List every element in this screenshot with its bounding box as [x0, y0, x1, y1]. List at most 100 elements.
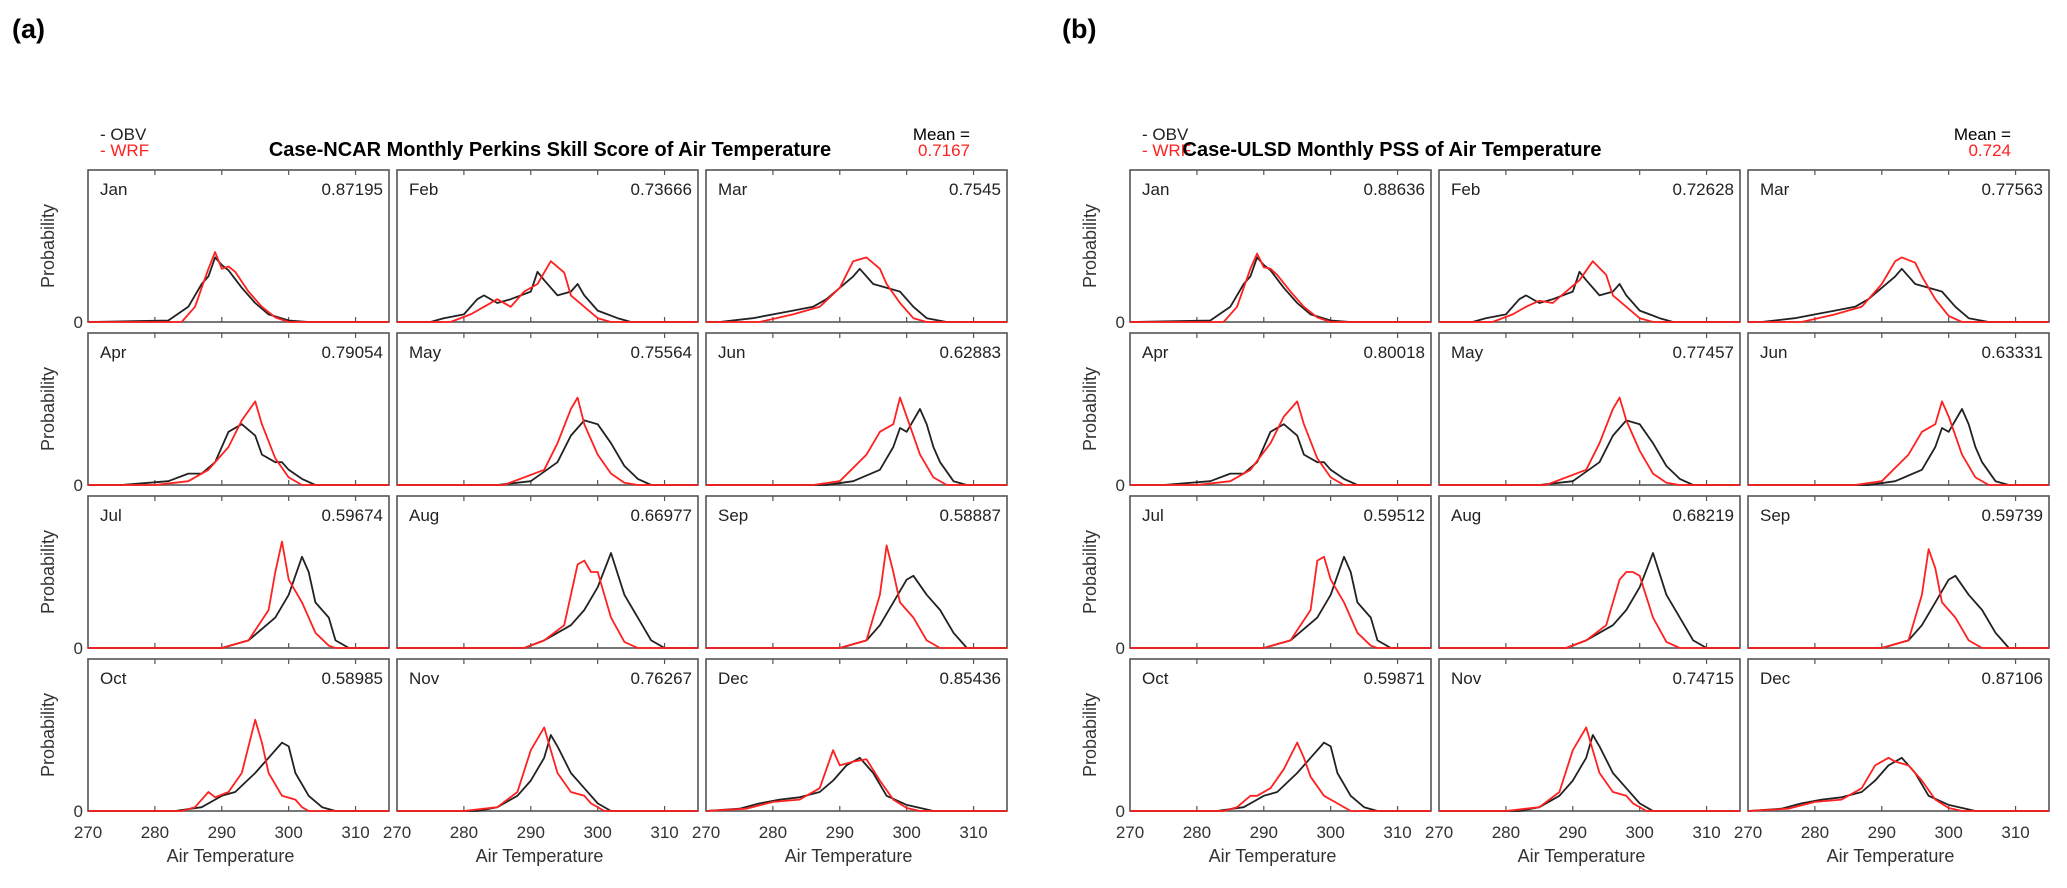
- month-label: Apr: [100, 343, 127, 362]
- y-axis-label: Probability: [38, 693, 58, 777]
- series-wrf-line: [1439, 396, 1740, 486]
- skill-score: 0.68219: [1673, 506, 1734, 525]
- skill-score: 0.59512: [1364, 506, 1425, 525]
- y-axis-label: Probability: [38, 530, 58, 614]
- x-axis-label: Air Temperature: [476, 846, 604, 866]
- y-axis-label: Probability: [1080, 367, 1100, 451]
- series-obv-line: [397, 419, 698, 486]
- subplot-frame: [396, 332, 699, 486]
- subplot-frame: [87, 495, 390, 649]
- x-tick-label: 280: [759, 823, 787, 842]
- x-tick-label: 270: [1734, 823, 1762, 842]
- legend-wrf: - WRF: [1142, 141, 1191, 160]
- series-obv-line: [1748, 408, 2049, 486]
- skill-score: 0.66977: [631, 506, 692, 525]
- x-tick-label: 280: [141, 823, 169, 842]
- x-tick-label: 270: [1425, 823, 1453, 842]
- chart-title: Case-NCAR Monthly Perkins Skill Score of…: [269, 139, 831, 161]
- series-wrf-line: [1747, 756, 2049, 812]
- subplot-frame: [705, 658, 1008, 812]
- series-wrf-line: [88, 400, 389, 486]
- month-label: Jan: [100, 180, 127, 199]
- series-obv-line: [1439, 270, 1740, 323]
- subplot-frame: [705, 495, 1008, 649]
- mean-value: 0.7167: [918, 141, 970, 160]
- panel-label: (b): [1062, 14, 1096, 44]
- subplot-frame: [705, 332, 1008, 486]
- month-label: Jun: [718, 343, 745, 362]
- x-tick-label: 310: [650, 823, 678, 842]
- mean-label: Mean =: [913, 125, 970, 144]
- series-wrf-line: [1748, 256, 2049, 323]
- subplot-apr: Apr 0.80018 0 Probability: [1080, 332, 1432, 495]
- series-wrf-line: [1439, 260, 1740, 323]
- subplot-frame: [396, 495, 699, 649]
- series-obv-line: [706, 408, 1007, 486]
- series-obv-line: [397, 270, 698, 323]
- y-axis-label: Probability: [38, 204, 58, 288]
- series-obv-line: [1130, 741, 1431, 812]
- x-axis-label: Air Temperature: [1827, 846, 1955, 866]
- subplot-aug: Aug 0.68219: [1438, 495, 1741, 649]
- x-axis-label: Air Temperature: [1209, 846, 1337, 866]
- x-axis-label: Air Temperature: [1518, 846, 1646, 866]
- subplot-frame: [87, 332, 390, 486]
- subplot-dec: Dec 0.87106 270 280 290 300 310 Air Temperature: [1734, 658, 2050, 866]
- mean-value: 0.724: [1968, 141, 2011, 160]
- skill-score: 0.58985: [322, 669, 383, 688]
- month-label: Sep: [1760, 506, 1790, 525]
- series-wrf-line: [397, 559, 698, 649]
- skill-score: 0.62883: [940, 343, 1001, 362]
- subplot-frame: [1747, 495, 2050, 649]
- y-tick-label: 0: [1116, 639, 1125, 658]
- month-label: Jan: [1142, 180, 1169, 199]
- x-tick-label: 290: [826, 823, 854, 842]
- x-tick-label: 300: [892, 823, 920, 842]
- subplot-jun: Jun 0.63331: [1747, 332, 2050, 486]
- subplot-frame: [396, 658, 699, 812]
- subplot-nov: Nov 0.74715 270 280 290 300 310 Air Temperature: [1425, 658, 1741, 866]
- subplot-feb: Feb 0.73666: [396, 169, 699, 323]
- x-tick-label: 300: [274, 823, 302, 842]
- skill-score: 0.59739: [1982, 506, 2043, 525]
- month-label: Sep: [718, 506, 748, 525]
- series-wrf-line: [1130, 400, 1431, 486]
- legend-obv: - OBV: [1142, 125, 1189, 144]
- x-tick-label: 290: [208, 823, 236, 842]
- skill-score: 0.59674: [322, 506, 383, 525]
- chart-title: Case-ULSD Monthly PSS of Air Temperature: [1183, 139, 1602, 161]
- subplot-apr: Apr 0.79054 0 Probability: [38, 332, 390, 495]
- subplot-nov: Nov 0.76267 270 280 290 300 310 Air Temperature: [383, 658, 699, 866]
- y-tick-label: 0: [74, 802, 83, 821]
- month-label: Jul: [1142, 506, 1164, 525]
- month-label: Oct: [1142, 669, 1169, 688]
- y-tick-label: 0: [1116, 802, 1125, 821]
- month-label: Mar: [1760, 180, 1790, 199]
- x-tick-label: 270: [1116, 823, 1144, 842]
- subplot-frame: [1747, 169, 2050, 323]
- subplot-frame: [396, 169, 699, 323]
- subplot-jun: Jun 0.62883: [705, 332, 1008, 486]
- series-obv-line: [88, 741, 389, 812]
- subplot-frame: [705, 169, 1008, 323]
- series-obv-line: [1439, 419, 1740, 486]
- subplot-jul: Jul 0.59512 0 Probability: [1080, 495, 1432, 658]
- subplot-may: May 0.77457: [1438, 332, 1741, 486]
- x-axis-label: Air Temperature: [167, 846, 295, 866]
- x-tick-label: 270: [74, 823, 102, 842]
- subplot-frame: [1747, 332, 2050, 486]
- month-label: Aug: [409, 506, 439, 525]
- skill-score: 0.87195: [322, 180, 383, 199]
- skill-score: 0.80018: [1364, 343, 1425, 362]
- subplot-frame: [87, 658, 390, 812]
- subplot-frame: [1747, 658, 2050, 812]
- month-label: Nov: [409, 669, 440, 688]
- series-wrf-line: [397, 260, 698, 323]
- series-wrf-line: [1130, 555, 1431, 649]
- series-wrf-line: [1748, 400, 2049, 486]
- skill-score: 0.79054: [322, 343, 383, 362]
- subplot-frame: [87, 169, 390, 323]
- subplot-jul: Jul 0.59674 0 Probability: [38, 495, 390, 658]
